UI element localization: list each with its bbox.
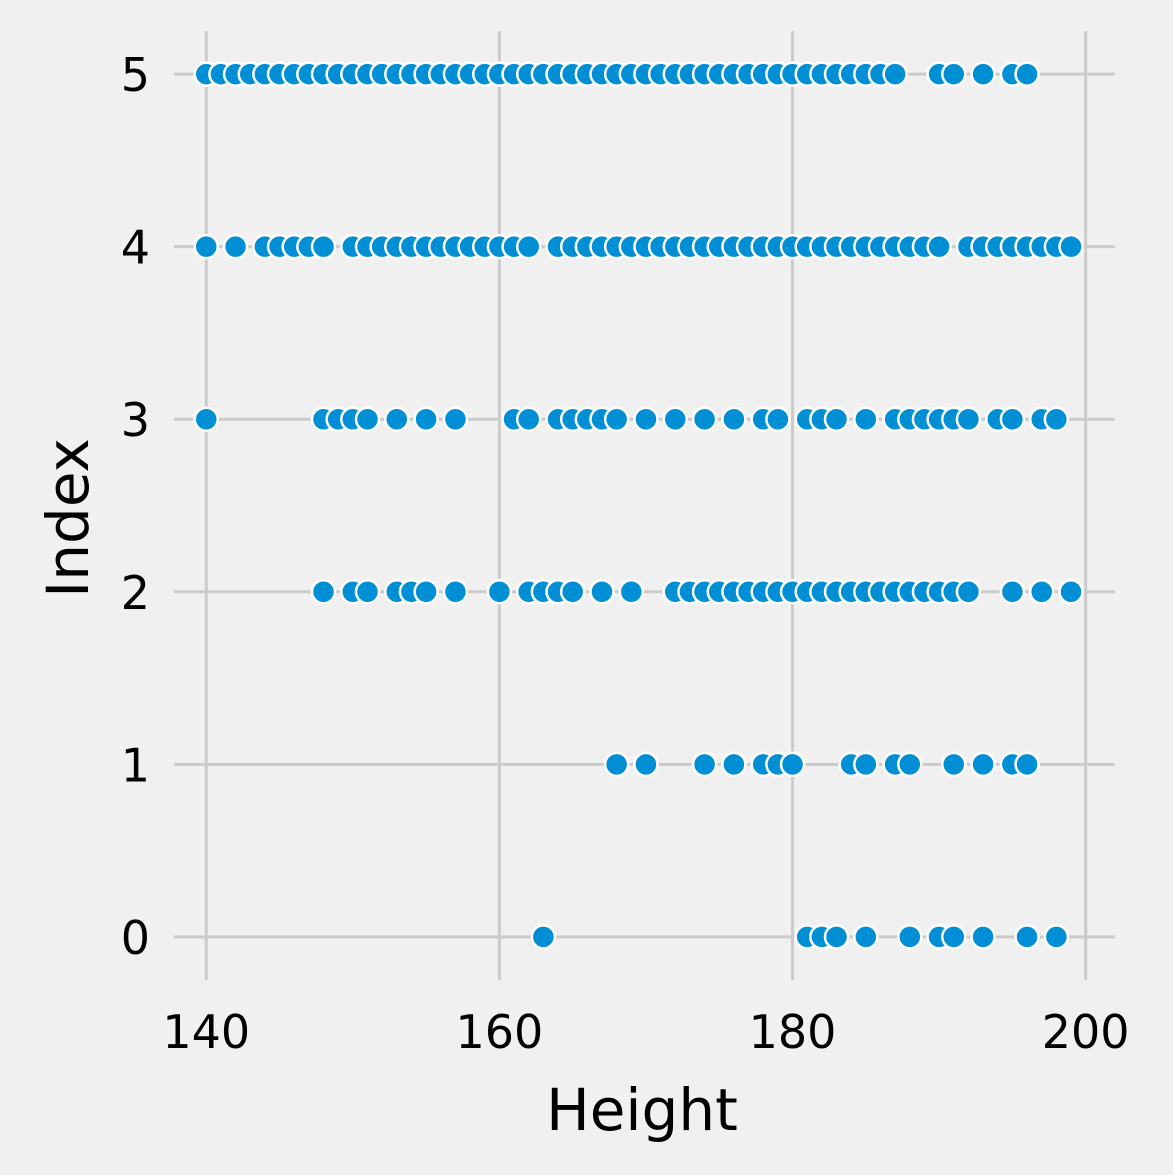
data-point [442, 579, 469, 605]
data-point [897, 924, 923, 950]
x-tick-label: 140 [162, 1005, 250, 1059]
x-axis-label: Height [546, 1076, 738, 1144]
data-point [384, 406, 410, 432]
data-point [486, 579, 513, 605]
data-point [970, 924, 996, 950]
data-point [633, 406, 659, 432]
data-point [618, 579, 645, 605]
data-point [193, 233, 219, 260]
x-tick-labels: 140 160 180 200 [162, 1005, 1129, 1059]
y-axis-label: Index [34, 438, 102, 598]
data-point [1014, 924, 1040, 950]
data-point [1028, 579, 1055, 605]
data-point [779, 751, 806, 778]
data-point [310, 579, 337, 605]
y-tick-label: 4 [121, 221, 150, 275]
x-tick-label: 200 [1042, 1005, 1130, 1059]
data-point [603, 751, 630, 778]
data-point [354, 406, 381, 432]
data-point [442, 406, 469, 432]
data-point [559, 579, 586, 605]
data-point [721, 406, 747, 432]
grid-lines [174, 31, 1115, 980]
data-point [633, 751, 659, 778]
y-tick-label: 3 [121, 393, 150, 447]
data-point [193, 406, 219, 432]
data-point [691, 406, 718, 432]
x-tick-label: 180 [749, 1005, 837, 1059]
data-point [970, 751, 996, 778]
data-point [691, 751, 718, 778]
data-point [823, 406, 850, 432]
data-point [941, 61, 967, 87]
data-point [1014, 61, 1040, 87]
data-point [970, 61, 996, 87]
y-tick-labels: 0 1 2 3 4 5 [121, 48, 150, 965]
data-point [853, 406, 879, 432]
data-point [515, 406, 542, 432]
data-point [603, 406, 630, 432]
data-point [1014, 751, 1040, 778]
data-point [354, 579, 381, 605]
data-point [222, 233, 249, 260]
data-point [1043, 924, 1070, 950]
y-tick-label: 5 [121, 48, 150, 102]
data-point [310, 233, 337, 260]
data-point [413, 406, 439, 432]
data-point [999, 579, 1026, 605]
data-point [853, 751, 879, 778]
data-point [955, 406, 982, 432]
data-point [1043, 406, 1070, 432]
data-point [1058, 579, 1084, 605]
data-point [999, 406, 1026, 432]
x-tick-label: 160 [455, 1005, 543, 1059]
data-point [823, 924, 850, 950]
data-point [413, 579, 439, 605]
data-point [589, 579, 615, 605]
data-point [955, 579, 982, 605]
y-tick-label: 2 [121, 566, 150, 620]
data-point [897, 751, 923, 778]
y-tick-label: 0 [121, 911, 150, 965]
data-points [193, 61, 1084, 950]
data-point [662, 406, 689, 432]
data-point [765, 406, 791, 432]
data-point [853, 924, 879, 950]
y-tick-label: 1 [121, 738, 150, 792]
data-point [721, 751, 747, 778]
data-point [530, 924, 557, 950]
data-point [941, 751, 967, 778]
data-point [1058, 233, 1084, 260]
data-point [515, 233, 542, 260]
data-point [941, 924, 967, 950]
data-point [882, 61, 908, 87]
data-point [926, 233, 952, 260]
